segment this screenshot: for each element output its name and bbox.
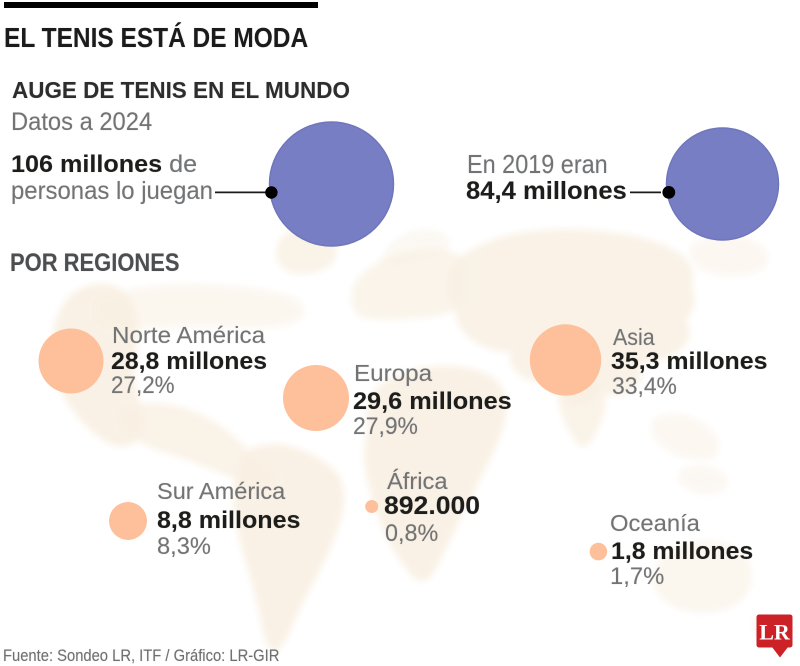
svg-text:LR: LR: [759, 620, 791, 645]
